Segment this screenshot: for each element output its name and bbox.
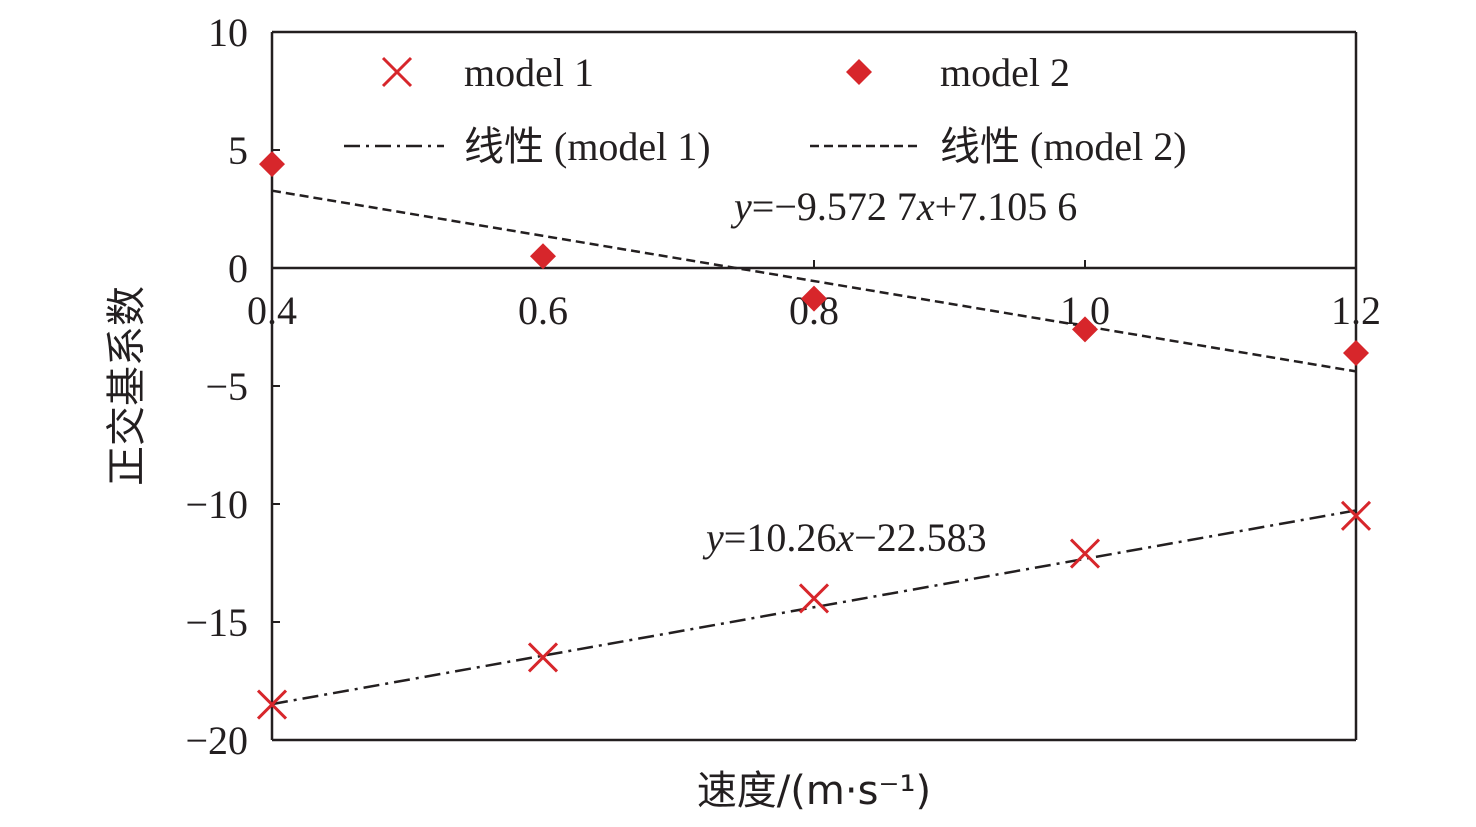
data-point-model-1 (527, 642, 559, 673)
x-ticks: 0.40.60.81.01.2 (247, 260, 1381, 333)
y-tick-label: −20 (185, 718, 248, 763)
trend-line-1 (271, 509, 1357, 706)
data-point-model-1 (256, 689, 288, 720)
y-axis-title: 正交基系数 (104, 286, 150, 486)
x-tick-label: 1.2 (1331, 288, 1381, 333)
y-tick-label: −5 (205, 364, 248, 409)
data-point-model-1 (1069, 538, 1101, 569)
legend-label-model-1: model 1 (464, 50, 594, 95)
data-point-model-2 (1072, 316, 1098, 343)
x-tick-label: 0.6 (518, 288, 568, 333)
data-point-model-1 (798, 583, 830, 614)
x-tick-label: 0.4 (247, 288, 297, 333)
data-point-model-2 (1343, 339, 1369, 366)
trend-lines (271, 189, 1357, 706)
legend-label-linear-model-2: 线性 (model 2) (940, 124, 1187, 169)
x-axis-title: 速度/(m·s⁻¹) (697, 768, 931, 814)
y-ticks: 10 5 0 −5 −10 −15 −20 (185, 10, 280, 763)
legend-label-linear-model-1: 线性 (model 1) (464, 124, 711, 169)
y-tick-label: 10 (208, 10, 248, 55)
markers (256, 151, 1372, 720)
y-tick-label: 0 (228, 246, 248, 291)
data-point-model-1 (1340, 500, 1372, 531)
y-tick-label: −10 (185, 482, 248, 527)
y-tick-label: 5 (228, 128, 248, 173)
legend: model 1 model 2 线性 (model 1) 线性 (model 2… (344, 50, 1187, 169)
legend-marker-model-1 (381, 56, 413, 88)
data-point-model-2 (259, 151, 285, 178)
data-point-model-2 (801, 285, 827, 312)
legend-marker-model-2 (846, 59, 872, 85)
equation-model-2: y=−9.572 7x+7.105 6 (730, 184, 1077, 229)
legend-label-model-2: model 2 (940, 50, 1070, 95)
data-point-model-2 (530, 243, 556, 270)
trend-line-2 (271, 189, 1357, 373)
equation-model-1: y=10.26x−22.583 (702, 515, 987, 560)
y-tick-label: −15 (185, 600, 248, 645)
